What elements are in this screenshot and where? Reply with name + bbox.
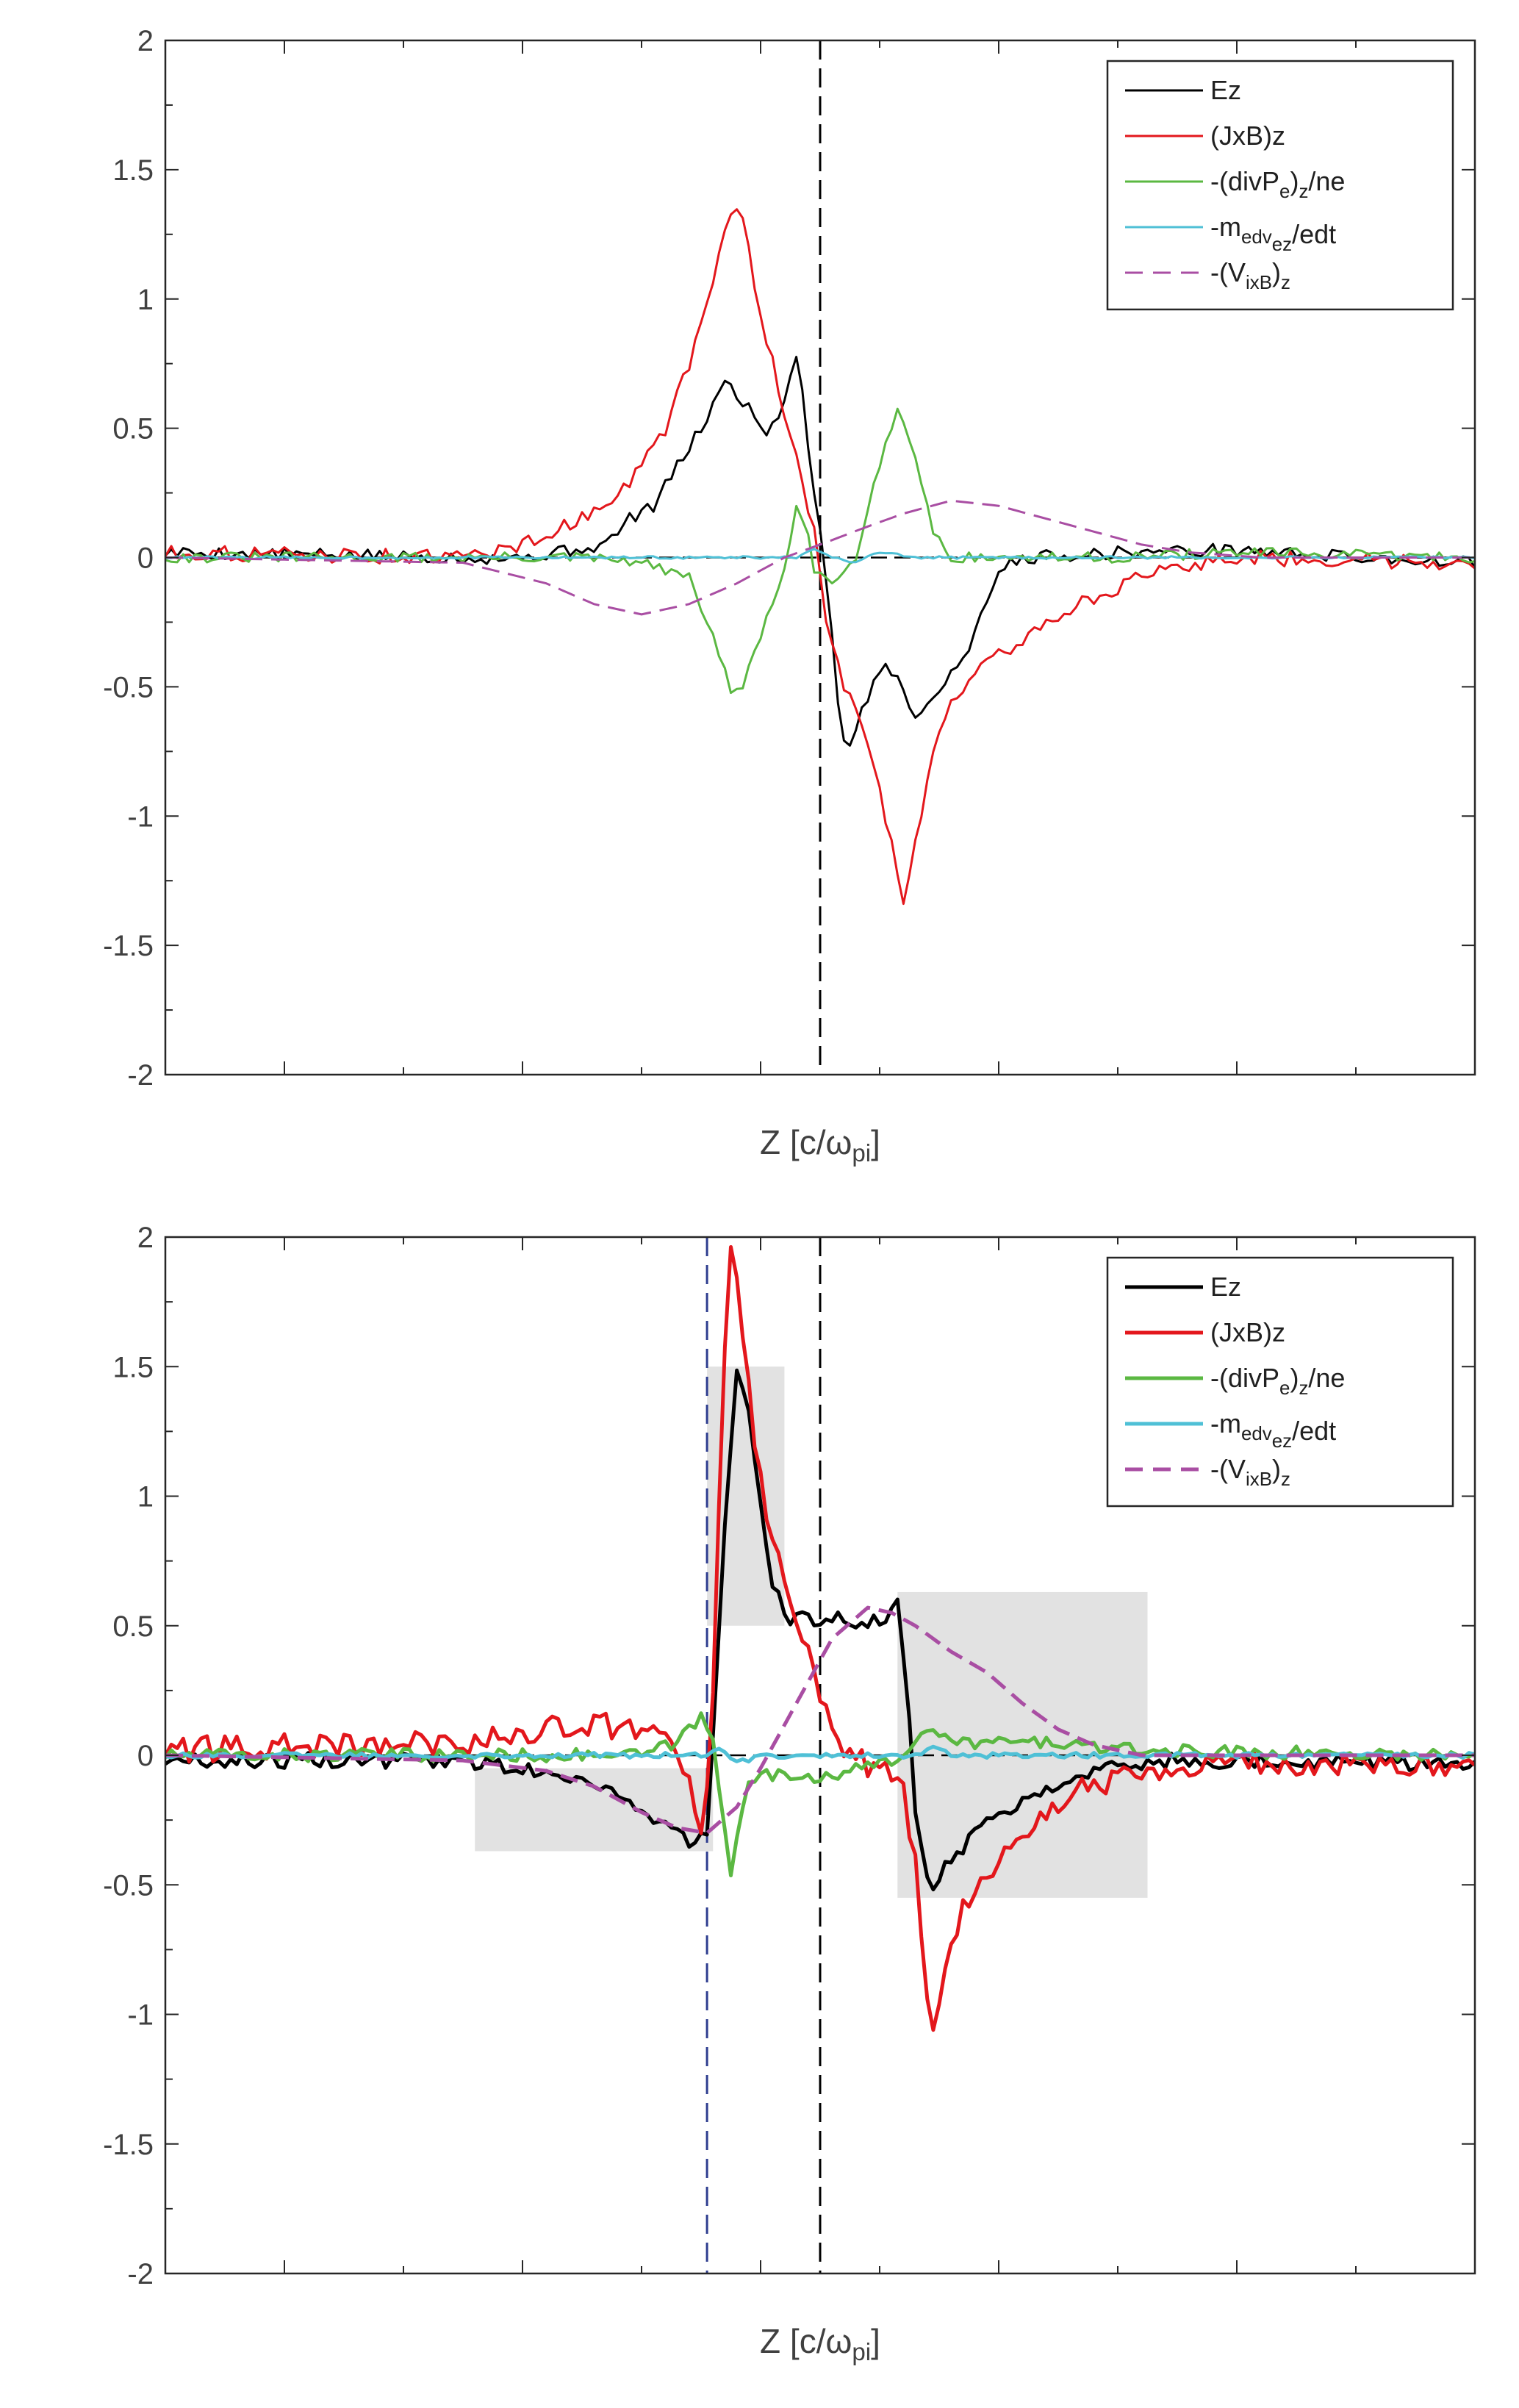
- legend: Ez (JxB)z -(divPe)z/ne -medvez/edt-(VixB)z: [1106, 60, 1454, 311]
- legend-label-5: -(VixB)z: [1210, 257, 1290, 293]
- series-line-2: [165, 1245, 1475, 2032]
- y-tick-label: -2: [127, 1059, 154, 1092]
- legend-label-3: -(divPe)z/ne: [1210, 166, 1345, 202]
- y-tick-label: 0.5: [112, 1610, 154, 1643]
- legend-label-5: -(VixB)z: [1210, 1454, 1290, 1490]
- legend-label-4: -medvez/edt: [1210, 212, 1336, 255]
- y-tick-label: -0.5: [103, 1869, 154, 1902]
- x-axis-label: Z [c/ωpi]: [760, 1123, 880, 1167]
- y-tick-label: 1.5: [112, 154, 154, 187]
- y-tick-label: -1.5: [103, 930, 154, 962]
- panel-a: -2 -1.5 -1 -0.5 0 0.5 1 1.5 2 Z [c/ωpi] Ez (JxB)z -(…: [103, 25, 1476, 1167]
- y-tick-label: 1.5: [112, 1351, 154, 1383]
- legend-box: [1106, 60, 1454, 311]
- legend-label-2: (JxB)z: [1210, 1317, 1285, 1347]
- series-line-4: [165, 1744, 1475, 1764]
- legend-label-1: Ez: [1210, 1272, 1241, 1302]
- legend-label-2: (JxB)z: [1210, 121, 1285, 151]
- y-tick-label: -2: [127, 2258, 154, 2290]
- legend-label-1: Ez: [1210, 75, 1241, 105]
- y-tick-label: 0.5: [112, 413, 154, 445]
- legend-box: [1106, 1256, 1454, 1508]
- y-tick-label: -0.5: [103, 671, 154, 703]
- y-tick-label: -1: [127, 800, 154, 833]
- y-tick-label: -1.5: [103, 2129, 154, 2161]
- series-line-5: [165, 499, 1475, 616]
- y-tick-label: 2: [137, 25, 154, 57]
- y-tick-label: -1: [127, 1999, 154, 2032]
- series-line-5: [165, 1605, 1475, 1835]
- y-tick-label: 2: [137, 1222, 154, 1254]
- legend-label-4: -medvez/edt: [1210, 1408, 1336, 1452]
- legend: Ez (JxB)z -(divPe)z/ne -medvez/edt-(VixB)z: [1106, 1256, 1454, 1508]
- series-line-2: [165, 208, 1475, 906]
- region-1-shade: [475, 1768, 714, 1852]
- panel-b: -2 -1.5 -1 -0.5 0 0.5 1 1.5 2 Z [c/ωpi] Ez (JxB)z -(…: [103, 1222, 1476, 2366]
- legend-label-3: -(divPe)z/ne: [1210, 1363, 1345, 1399]
- y-tick-label: 1: [137, 1481, 154, 1513]
- y-tick-label: 0: [137, 1740, 154, 1772]
- x-axis-label: Z [c/ωpi]: [760, 2322, 880, 2366]
- y-tick-label: 1: [137, 284, 154, 316]
- y-tick-label: 0: [137, 542, 154, 575]
